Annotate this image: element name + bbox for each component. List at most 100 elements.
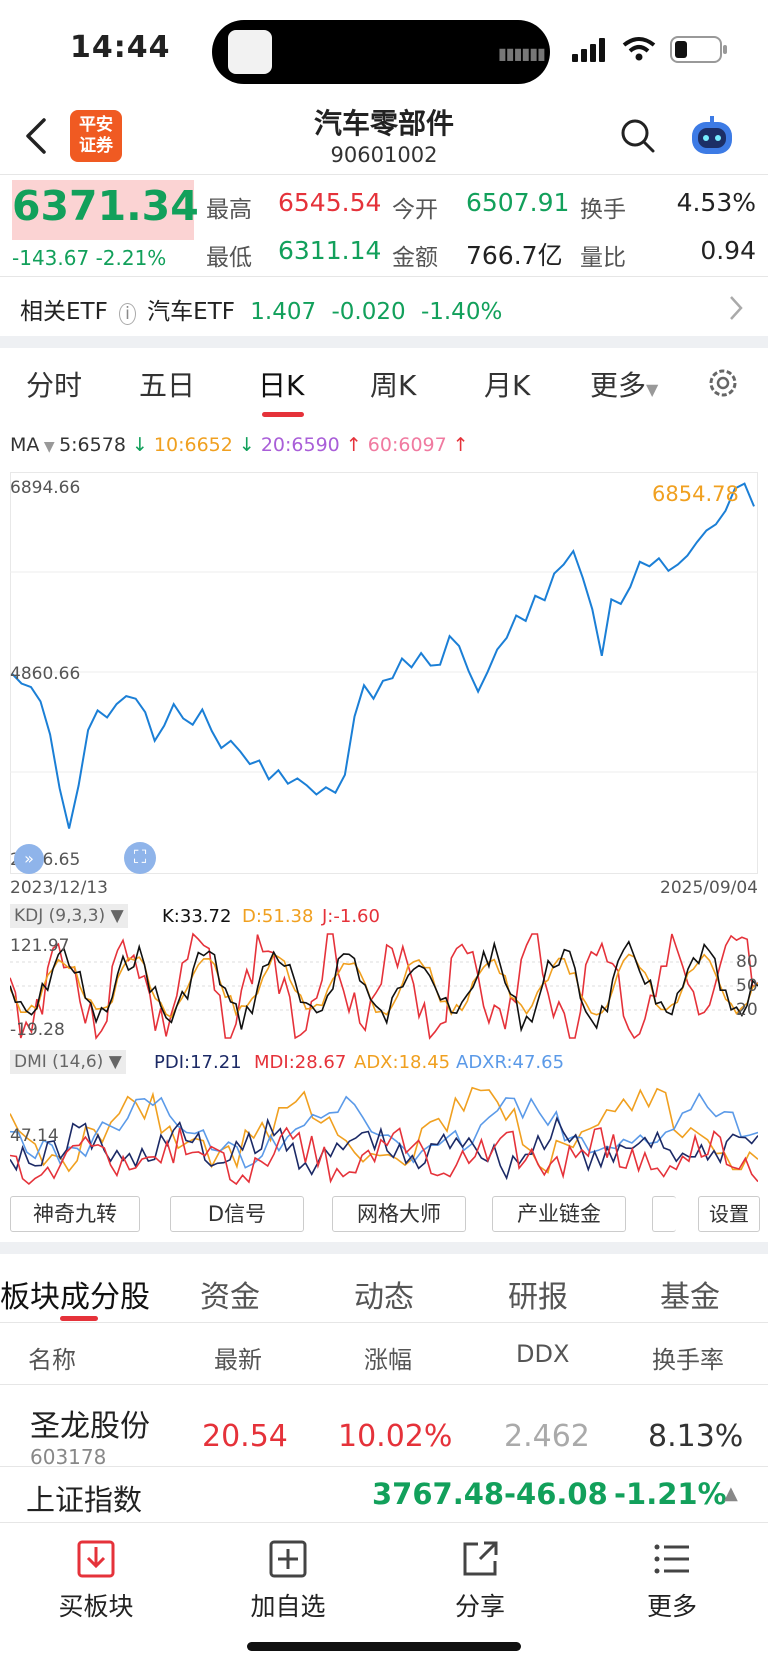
kdj-level-50: 50 <box>736 976 758 996</box>
nav-buy-sector[interactable]: 买板块 <box>36 1539 156 1639</box>
etf-label: 相关ETF <box>20 299 108 325</box>
dmi-pdi-value: PDI:17.21 <box>154 1052 242 1073</box>
kdj-selector[interactable]: KDJ (9,3,3) ▼ <box>10 904 128 928</box>
kdj-level-80: 80 <box>736 952 758 972</box>
etf-price: 1.407 <box>250 299 317 325</box>
signal-icon <box>572 38 605 62</box>
ma60-value: 60:6097 <box>367 434 447 456</box>
audio-wave-icon: ▮▮▮▮▮▮ <box>498 44 546 63</box>
table-row[interactable]: 圣龙股份 603178 20.54 10.02% 2.462 8.13% <box>0 1385 768 1469</box>
price-chart-frame[interactable] <box>10 472 758 874</box>
nav-more[interactable]: 更多 <box>612 1539 732 1639</box>
back-icon[interactable] <box>24 116 48 156</box>
dmi-adxr-line <box>10 1092 758 1169</box>
active-section-indicator <box>60 1316 98 1321</box>
tab-research[interactable]: 研报 <box>508 1280 568 1315</box>
fullscreen-icon[interactable]: ⛶ <box>124 842 156 874</box>
nav-share[interactable]: 分享 <box>420 1539 540 1639</box>
nav-buy-sector-label: 买板块 <box>58 1592 134 1621</box>
chevron-right-icon[interactable] <box>728 294 744 322</box>
dmi-adx-value: ADX:18.45 <box>354 1052 451 1073</box>
bottom-navigation: 买板块 加自选 分享 更多 <box>0 1522 768 1665</box>
ma20-value: 20:6590 <box>260 434 340 456</box>
dmi-mdi-line <box>10 1126 758 1186</box>
tab-news[interactable]: 动态 <box>354 1280 414 1315</box>
robot-assistant-icon[interactable] <box>688 114 736 158</box>
price-highlight <box>12 180 194 240</box>
tab-weekly-k[interactable]: 周K <box>370 369 417 402</box>
tab-more[interactable]: 更多▼ <box>590 364 658 404</box>
price-series-line <box>11 482 755 829</box>
dmi-y-label: 47.14 <box>10 1126 59 1146</box>
active-tab-indicator <box>262 412 304 417</box>
expand-up-icon[interactable]: ▲ <box>724 1483 738 1504</box>
status-time: 14:44 <box>70 30 171 65</box>
search-icon[interactable] <box>620 118 656 154</box>
kdj-y-bottom-label: -19.28 <box>10 1020 65 1040</box>
tab-constituents[interactable]: 板块成分股 <box>0 1280 150 1315</box>
dmi-mdi-value: MDI:28.67 <box>254 1052 347 1073</box>
index-change-pct: -1.21% <box>614 1477 727 1511</box>
gear-icon[interactable] <box>706 366 740 400</box>
dmi-chart <box>10 1086 758 1186</box>
column-header-turnover[interactable]: 换手率 <box>652 1346 724 1374</box>
tab-monthly-k[interactable]: 月K <box>484 369 531 402</box>
caret-down-icon: ▼ <box>646 380 659 399</box>
ma10-value: 10:6652 <box>153 434 233 456</box>
page-title: 汽车零部件 <box>313 107 454 140</box>
y-axis-mid-label: 4860.66 <box>10 664 81 684</box>
current-price: 6371.34 <box>12 182 199 230</box>
kdj-d-value: D:51.38 <box>242 906 314 927</box>
index-value: 3767.48 <box>372 1477 505 1511</box>
tab-funds[interactable]: 基金 <box>660 1280 720 1315</box>
change-value: -143.67 <box>12 246 90 270</box>
ma-label: MA <box>10 434 40 456</box>
column-header-ddx[interactable]: DDX <box>516 1340 570 1368</box>
expand-left-icon[interactable]: » <box>14 844 44 874</box>
info-icon[interactable]: i <box>119 303 136 325</box>
column-header-latest[interactable]: 最新 <box>214 1346 262 1374</box>
tab-more-label: 更多 <box>590 369 647 402</box>
kdj-j-value: J:-1.60 <box>322 906 380 927</box>
divider <box>0 276 768 277</box>
download-tray-icon <box>77 1540 115 1578</box>
stock-ddx: 2.462 <box>504 1419 590 1454</box>
divider <box>0 1322 768 1323</box>
wifi-icon <box>622 37 656 61</box>
tool-button-grid-master[interactable]: 网格大师 <box>332 1196 466 1232</box>
y-axis-top-label: 6894.66 <box>10 478 81 498</box>
amount-value: 766.7亿 <box>466 241 563 270</box>
tab-intraday[interactable]: 分时 <box>26 369 83 402</box>
kdj-k-value: K:33.72 <box>162 906 232 927</box>
amount-label: 金额 <box>392 245 438 271</box>
turnover-label: 换手 <box>580 197 626 223</box>
dmi-label: DMI (14,6) <box>14 1052 104 1072</box>
add-square-icon <box>269 1540 307 1578</box>
tool-button-magic-nine[interactable]: 神奇九转 <box>10 1196 140 1232</box>
tool-button-industry-chain[interactable]: 产业链金 <box>492 1196 626 1232</box>
x-axis-start-date: 2023/12/13 <box>10 878 108 898</box>
column-header-change[interactable]: 涨幅 <box>364 1346 412 1374</box>
index-change: -46.08 <box>504 1477 608 1511</box>
kdj-label: KDJ (9,3,3) <box>14 906 106 926</box>
tab-daily-k[interactable]: 日K <box>258 369 305 402</box>
nav-add-watchlist[interactable]: 加自选 <box>228 1539 348 1639</box>
nav-more-label: 更多 <box>646 1592 697 1621</box>
index-ticker-bar[interactable]: 上证指数 3767.48 -46.08 -1.21% ▲ <box>0 1466 768 1522</box>
tab-capital[interactable]: 资金 <box>200 1280 260 1315</box>
tool-button-partial[interactable] <box>652 1196 676 1232</box>
change-pct: -2.21% <box>95 246 167 270</box>
tab-five-day[interactable]: 五日 <box>139 369 196 402</box>
etf-change: -0.020 <box>331 299 406 325</box>
share-icon <box>463 1541 498 1576</box>
column-header-name[interactable]: 名称 <box>28 1346 76 1374</box>
ma-legend: MA ▼ 5:6578 ↓ 10:6652 ↓ 20:6590 ↑ 60:609… <box>10 434 469 456</box>
tool-button-d-signal[interactable]: D信号 <box>170 1196 304 1232</box>
section-gap <box>0 336 768 348</box>
stock-turnover: 8.13% <box>648 1419 744 1454</box>
price-line-chart <box>10 482 758 829</box>
dmi-selector[interactable]: DMI (14,6) ▼ <box>10 1050 126 1074</box>
etf-change-pct: -1.40% <box>420 299 503 325</box>
tool-settings-button[interactable]: 设置 <box>698 1196 760 1232</box>
related-etf-row[interactable]: 相关ETF i 汽车ETF 1.407 -0.020 -1.40% <box>20 292 502 326</box>
